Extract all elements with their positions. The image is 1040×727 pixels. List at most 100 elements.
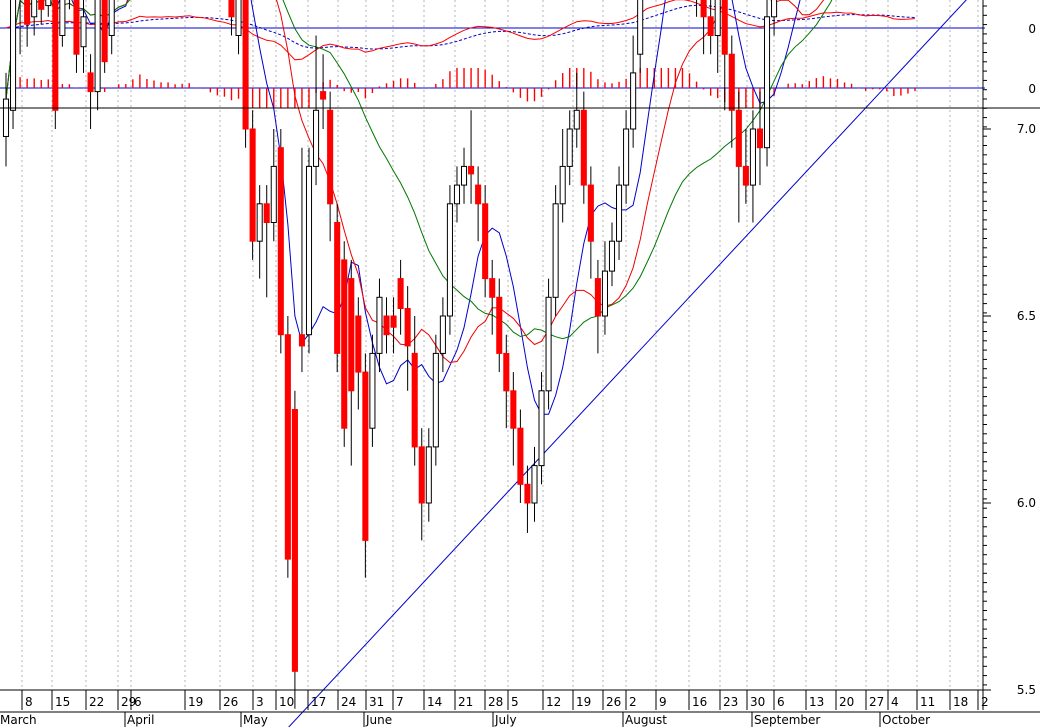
candle [601,241,608,335]
x-month-label: April [127,713,154,727]
candle [376,278,383,373]
candle [714,0,721,73]
candle [291,390,298,709]
candle [545,278,552,410]
candle-body [369,352,376,429]
candle [552,185,559,316]
candle [38,0,45,25]
histogram-zero-label: 0 [1028,82,1036,96]
x-month-label: August [625,713,667,727]
candle-body [594,278,601,317]
candle [334,203,341,373]
candle-body [284,334,291,560]
candle-body [601,270,608,317]
candle [524,465,531,533]
support-trendline [288,0,967,727]
candle-body [700,0,707,18]
candle-body [59,0,66,37]
candle-body [425,446,432,504]
candle-body [397,278,404,310]
candle [700,0,707,55]
candle [637,0,644,73]
candle [59,0,66,47]
candlesticks [2,0,778,709]
candle-body [453,184,461,205]
candle [475,166,482,242]
candle [108,0,115,55]
candle [489,259,496,335]
x-day-label: 5 [511,695,519,709]
candle [228,0,235,36]
x-day-label: 16 [692,695,707,709]
x-day-label: 6 [134,695,142,709]
candle [397,259,404,335]
candle-body [334,222,341,354]
candle [496,278,503,373]
candle-body [573,109,580,130]
x-day-label: 26 [606,695,621,709]
candle [453,166,461,223]
y-tick-label: 6.0 [1017,496,1036,510]
candle [418,428,425,541]
x-day-label: 7 [396,695,404,709]
x-day-label: 12 [546,695,561,709]
ma-short-line [5,0,801,415]
x-day-label: 2 [629,695,637,709]
candle [249,110,256,260]
candle [305,147,313,354]
x-day-label: 20 [839,695,854,709]
candle [594,259,601,354]
candle-body [721,0,728,55]
candle-body [228,0,235,18]
candle-body [291,409,298,672]
candle [10,0,17,129]
candle-body [313,109,320,167]
candle-body [608,240,616,272]
candle [573,72,580,148]
candle-body [80,16,87,48]
candle [270,129,277,242]
candle-body [763,16,771,149]
candle [284,316,291,578]
candle [728,35,735,148]
candle [24,0,31,47]
x-month-label: May [243,713,268,727]
candle-body [566,128,573,167]
x-day-label: 31 [369,695,384,709]
candle-body [327,109,334,205]
macd-zero-label: 0 [1028,22,1036,36]
x-day-label: 19 [188,695,203,709]
x-day-label: 21 [458,695,473,709]
macd-panel: 0 [0,0,1036,61]
candle-body [10,0,17,111]
x-day-label: 27 [869,695,884,709]
candle [446,185,453,335]
y-tick-label: 6.5 [1017,309,1036,323]
x-day-label: 11 [920,695,935,709]
candle [320,54,327,129]
ma-mid-line [5,0,825,364]
candle-body [559,165,566,205]
candle [31,0,38,36]
candle [277,129,284,354]
candle [94,0,101,111]
candle-body [45,0,52,7]
candle [52,0,59,129]
candle-body [475,184,482,205]
candle-body [320,91,327,100]
candle [756,91,764,186]
candle-body [256,203,263,242]
x-day-label: 15 [55,695,70,709]
candle-body [263,203,270,224]
candle-body [390,315,397,328]
x-day-label: 26 [223,695,238,709]
candle [298,147,305,373]
candle-body [432,352,439,448]
candle [735,91,742,223]
x-month-label: March [0,713,37,727]
candle [263,185,270,298]
candle [721,0,728,111]
x-day-label: 28 [488,695,503,709]
candle-body [31,0,38,18]
